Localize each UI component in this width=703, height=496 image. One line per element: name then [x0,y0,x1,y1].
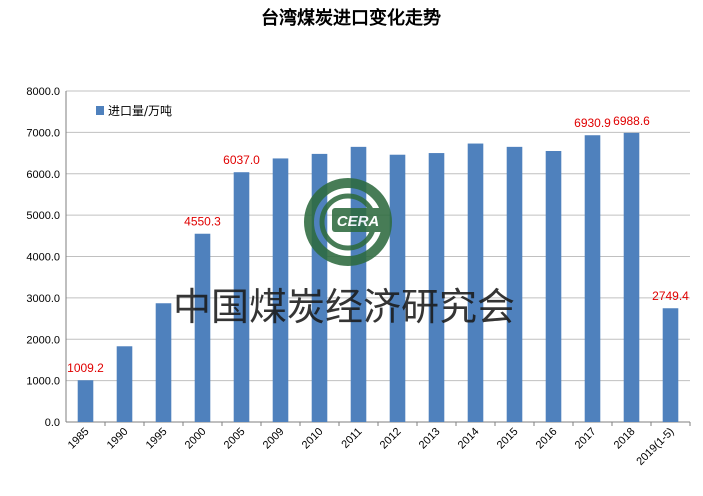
data-label: 1009.2 [67,361,104,375]
bar [545,150,562,422]
x-tick-label: 2000 [183,426,209,452]
bar [272,158,289,422]
x-tick-label: 2016 [534,426,560,452]
bar [389,154,406,422]
logo-text: CERA [337,213,380,230]
y-tick-label: 6000.0 [26,169,60,181]
watermark-text: 中国煤炭经济研究会 [173,285,515,329]
x-tick-label: 2009 [261,426,287,452]
bar [77,380,94,422]
x-tick-label: 1995 [144,426,170,452]
y-tick-label: 0.0 [45,417,60,429]
bar [194,233,211,422]
logo-ring [304,178,392,266]
bar [155,303,172,422]
y-tick-labels: 0.0 1000.0 2000.0 3000.0 4000.0 5000.0 6000.0 7… [26,86,60,429]
bar [623,132,640,422]
x-tick-label: 2005 [222,426,248,452]
legend-label: 进口量/万吨 [108,104,172,118]
logo-plate [332,208,384,232]
bar [428,153,445,422]
y-tick-label: 4000.0 [26,252,60,264]
legend-swatch [96,106,104,115]
cera-logo: CERA [304,178,392,266]
y-tick-label: 8000.0 [26,86,60,98]
data-label: 4550.3 [184,215,221,229]
legend: 进口量/万吨 [96,104,172,118]
x-tick-label: 2017 [573,426,599,452]
x-tick-label: 2015 [495,426,521,452]
data-labels: 1009.2 4550.3 6037.0 6930.9 6988.6 2749.4 [67,114,689,375]
y-tick-label: 1000.0 [26,376,60,388]
bar [233,172,250,422]
watermark: CERA 中国煤炭经济研究会 [173,178,515,329]
x-tick-label: 1985 [66,426,92,452]
x-tick-label: 2013 [417,426,443,452]
y-tick-label: 2000.0 [26,334,60,346]
data-label: 6037.0 [223,153,260,167]
bars [77,132,679,422]
data-label: 2749.4 [652,289,689,303]
bar [116,346,133,422]
y-tick-label: 3000.0 [26,293,60,305]
chart-title: 台湾煤炭进口变化走势 [261,7,441,29]
data-label: 6988.6 [613,114,650,128]
data-label: 6930.9 [574,116,611,130]
x-tick-label: 2010 [300,426,326,452]
y-tick-label: 7000.0 [26,127,60,139]
bar [662,308,679,422]
x-tick-labels: 1985 1990 1995 2000 2005 2009 2010 2011 2012 2013… [66,426,677,468]
x-tick-label: 2011 [339,426,364,451]
x-tick-label: 2018 [612,426,638,452]
bar [506,146,523,422]
x-tick-label: 2012 [378,426,404,452]
x-tick-label: 1990 [105,426,131,452]
bar [584,135,601,422]
y-tick-label: 5000.0 [26,210,60,222]
x-tick-label: 2014 [456,426,482,452]
x-tick-label: 2019(1-5) [634,426,676,468]
bar [467,143,484,422]
